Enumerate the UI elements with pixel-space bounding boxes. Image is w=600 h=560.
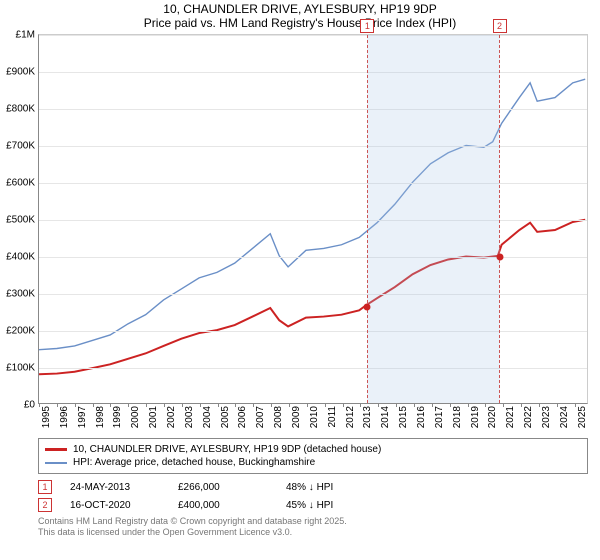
attribution-text: Contains HM Land Registry data © Crown c… <box>38 516 588 538</box>
x-axis-label: 2014 <box>380 406 391 428</box>
x-axis-label: 2009 <box>291 406 302 428</box>
x-axis-label: 2004 <box>202 406 213 428</box>
x-axis-label: 2017 <box>434 406 445 428</box>
series-line-property <box>39 220 585 375</box>
y-axis-label: £200K <box>3 326 35 337</box>
footnote-date: 16-OCT-2020 <box>70 500 160 511</box>
y-axis-label: £0 <box>3 400 35 411</box>
gridline <box>39 146 587 147</box>
x-axis-label: 2003 <box>184 406 195 428</box>
x-axis-label: 2023 <box>541 406 552 428</box>
x-axis-label: 2020 <box>487 406 498 428</box>
y-axis-label: £800K <box>3 104 35 115</box>
x-axis-label: 2025 <box>577 406 588 428</box>
chart-title: 10, CHAUNDLER DRIVE, AYLESBURY, HP19 9DP… <box>0 0 600 34</box>
footnote-marker: 1 <box>38 480 52 494</box>
x-axis-label: 2018 <box>452 406 463 428</box>
chart-lines-svg <box>39 35 587 403</box>
series-line-hpi <box>39 79 585 350</box>
legend-item: 10, CHAUNDLER DRIVE, AYLESBURY, HP19 9DP… <box>45 443 581 456</box>
x-axis-label: 2005 <box>220 406 231 428</box>
gridline <box>39 368 587 369</box>
x-axis-label: 2008 <box>273 406 284 428</box>
legend-label: HPI: Average price, detached house, Buck… <box>73 457 315 468</box>
x-axis-label: 1998 <box>95 406 106 428</box>
x-axis-label: 2007 <box>255 406 266 428</box>
legend-swatch <box>45 462 67 464</box>
x-axis-label: 1995 <box>41 406 52 428</box>
x-axis-label: 2021 <box>505 406 516 428</box>
gridline <box>39 257 587 258</box>
gridline <box>39 294 587 295</box>
sale-point-dot <box>496 254 503 261</box>
attribution-line: Contains HM Land Registry data © Crown c… <box>38 516 588 527</box>
footnote-price: £400,000 <box>178 500 268 511</box>
sale-point-dot <box>364 303 371 310</box>
footnote-row: 1 24-MAY-2013 £266,000 48% ↓ HPI <box>38 478 588 496</box>
y-axis-label: £500K <box>3 215 35 226</box>
period-marker: 2 <box>493 19 507 33</box>
y-axis-label: £100K <box>3 363 35 374</box>
y-axis-label: £600K <box>3 178 35 189</box>
gridline <box>39 109 587 110</box>
y-axis-label: £400K <box>3 252 35 263</box>
y-axis-label: £700K <box>3 141 35 152</box>
period-marker: 1 <box>360 19 374 33</box>
chart-plot-area: £0£100K£200K£300K£400K£500K£600K£700K£80… <box>38 34 588 404</box>
footnote-marker: 2 <box>38 498 52 512</box>
x-axis-label: 2019 <box>470 406 481 428</box>
x-axis-label: 2010 <box>309 406 320 428</box>
footnote-row: 2 16-OCT-2020 £400,000 45% ↓ HPI <box>38 496 588 514</box>
footnote-date: 24-MAY-2013 <box>70 482 160 493</box>
x-axis-label: 1996 <box>59 406 70 428</box>
shaded-period <box>367 35 499 403</box>
x-axis-label: 1997 <box>77 406 88 428</box>
legend-swatch <box>45 448 67 451</box>
title-line-1: 10, CHAUNDLER DRIVE, AYLESBURY, HP19 9DP <box>0 2 600 16</box>
x-axis-label: 2016 <box>416 406 427 428</box>
gridline <box>39 183 587 184</box>
gridline <box>39 220 587 221</box>
legend-item: HPI: Average price, detached house, Buck… <box>45 456 581 469</box>
y-axis-label: £300K <box>3 289 35 300</box>
title-line-2: Price paid vs. HM Land Registry's House … <box>0 16 600 30</box>
gridline <box>39 331 587 332</box>
x-axis-label: 2012 <box>345 406 356 428</box>
y-axis-label: £1M <box>3 30 35 41</box>
x-axis-label: 1999 <box>112 406 123 428</box>
x-axis-label: 2024 <box>559 406 570 428</box>
x-axis-label: 2006 <box>237 406 248 428</box>
y-axis-label: £900K <box>3 67 35 78</box>
x-axis-label: 2000 <box>130 406 141 428</box>
x-axis-label: 2011 <box>327 406 338 428</box>
legend-label: 10, CHAUNDLER DRIVE, AYLESBURY, HP19 9DP… <box>73 444 381 455</box>
sale-footnotes: 1 24-MAY-2013 £266,000 48% ↓ HPI 2 16-OC… <box>38 478 588 514</box>
x-axis-label: 2015 <box>398 406 409 428</box>
footnote-delta: 45% ↓ HPI <box>286 500 376 511</box>
chart-legend: 10, CHAUNDLER DRIVE, AYLESBURY, HP19 9DP… <box>38 438 588 474</box>
x-axis-label: 2022 <box>523 406 534 428</box>
attribution-line: This data is licensed under the Open Gov… <box>38 527 588 538</box>
x-axis-label: 2013 <box>362 406 373 428</box>
footnote-price: £266,000 <box>178 482 268 493</box>
x-axis-label: 2001 <box>148 406 159 428</box>
chart-x-axis-labels: 1995 1996 1997 1998 1999 2000 2001 2002 2003 2004… <box>38 404 588 434</box>
footnote-delta: 48% ↓ HPI <box>286 482 376 493</box>
gridline <box>39 35 587 36</box>
gridline <box>39 72 587 73</box>
x-axis-label: 2002 <box>166 406 177 428</box>
